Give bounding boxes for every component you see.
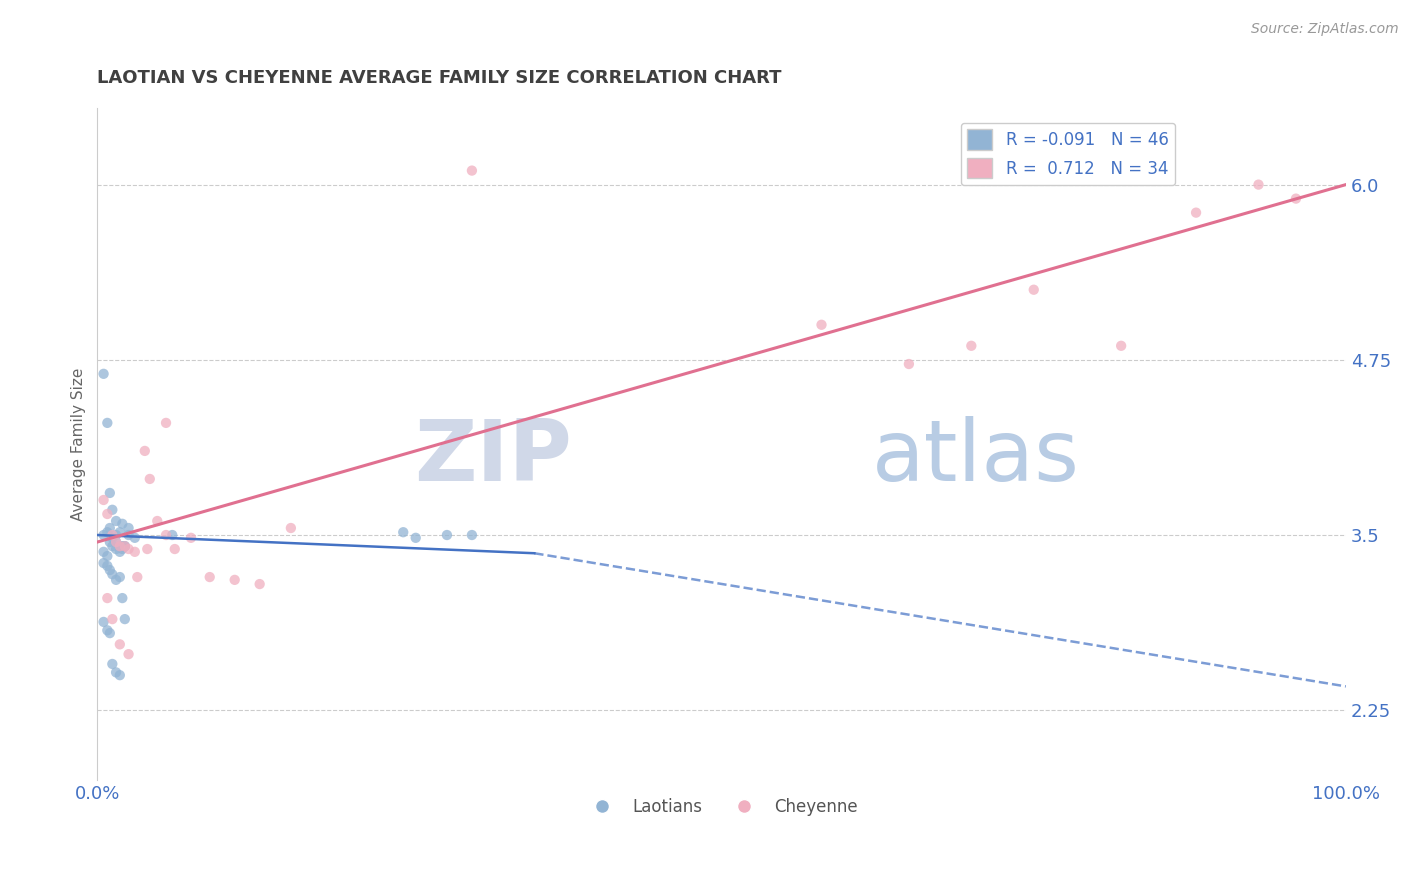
Point <box>101 503 124 517</box>
Point <box>105 535 128 549</box>
Point <box>93 556 115 570</box>
Point <box>96 416 118 430</box>
Text: Source: ZipAtlas.com: Source: ZipAtlas.com <box>1251 22 1399 37</box>
Point <box>93 615 115 629</box>
Text: atlas: atlas <box>872 416 1080 499</box>
Point <box>105 542 128 557</box>
Point <box>136 542 159 557</box>
Y-axis label: Average Family Size: Average Family Size <box>72 368 86 521</box>
Point <box>124 545 146 559</box>
Point <box>180 531 202 545</box>
Point <box>1185 205 1208 219</box>
Point <box>96 507 118 521</box>
Point <box>155 416 177 430</box>
Point <box>98 521 121 535</box>
Point <box>108 545 131 559</box>
Point <box>1247 178 1270 192</box>
Point <box>114 539 136 553</box>
Point <box>108 637 131 651</box>
Point <box>960 339 983 353</box>
Point <box>810 318 832 332</box>
Point <box>124 531 146 545</box>
Point <box>155 528 177 542</box>
Point <box>101 612 124 626</box>
Point <box>111 516 134 531</box>
Point <box>117 542 139 557</box>
Point <box>105 573 128 587</box>
Text: LAOTIAN VS CHEYENNE AVERAGE FAMILY SIZE CORRELATION CHART: LAOTIAN VS CHEYENNE AVERAGE FAMILY SIZE … <box>97 69 782 87</box>
Point <box>108 668 131 682</box>
Point <box>897 357 920 371</box>
Point <box>249 577 271 591</box>
Point <box>96 549 118 563</box>
Point <box>162 528 184 542</box>
Point <box>98 626 121 640</box>
Point <box>93 545 115 559</box>
Point <box>101 539 124 553</box>
Point <box>93 493 115 508</box>
Point <box>93 528 115 542</box>
Point <box>111 542 134 557</box>
Point <box>98 486 121 500</box>
Point <box>105 528 128 542</box>
Point <box>117 528 139 542</box>
Point <box>96 624 118 638</box>
Point <box>1109 339 1132 353</box>
Point <box>96 591 118 606</box>
Point <box>163 542 186 557</box>
Point <box>134 444 156 458</box>
Legend: Laotians, Cheyenne: Laotians, Cheyenne <box>579 791 865 822</box>
Point <box>461 528 484 542</box>
Point <box>280 521 302 535</box>
Point <box>127 570 149 584</box>
Point <box>1285 192 1308 206</box>
Point <box>436 528 458 542</box>
Point <box>105 665 128 680</box>
Point <box>101 567 124 582</box>
Point <box>405 531 427 545</box>
Point <box>93 367 115 381</box>
Point <box>139 472 162 486</box>
Point <box>101 657 124 671</box>
Point <box>101 528 124 542</box>
Point <box>117 647 139 661</box>
Point <box>105 514 128 528</box>
Point <box>96 525 118 540</box>
Point <box>146 514 169 528</box>
Point <box>98 535 121 549</box>
Point <box>114 612 136 626</box>
Point <box>114 539 136 553</box>
Point <box>392 525 415 540</box>
Point <box>224 573 246 587</box>
Point <box>461 163 484 178</box>
Text: ZIP: ZIP <box>413 416 572 499</box>
Point <box>198 570 221 584</box>
Point <box>108 570 131 584</box>
Point <box>111 539 134 553</box>
Point <box>101 531 124 545</box>
Point <box>96 558 118 573</box>
Point <box>114 539 136 553</box>
Point <box>108 539 131 553</box>
Point <box>108 525 131 540</box>
Point <box>108 539 131 553</box>
Point <box>117 521 139 535</box>
Point <box>1022 283 1045 297</box>
Point <box>105 535 128 549</box>
Point <box>111 591 134 606</box>
Point <box>98 563 121 577</box>
